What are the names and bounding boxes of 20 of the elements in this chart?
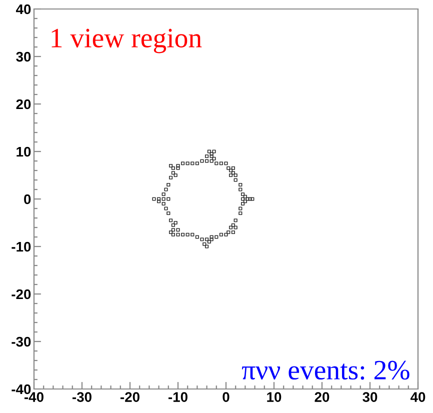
- y-tick-label: -20: [12, 289, 31, 300]
- y-tick-label: -10: [12, 242, 31, 252]
- y-tick-label: 40: [16, 4, 31, 14]
- annotation: 1 view region: [52, 28, 202, 54]
- x-tick-label: 10: [267, 392, 282, 402]
- x-tick-label: -30: [72, 392, 92, 402]
- y-tick-label: -30: [12, 336, 31, 347]
- y-tick-label: 30: [16, 52, 31, 62]
- x-tick-label: 0: [222, 392, 230, 402]
- x-tick-label: -10: [168, 392, 188, 402]
- y-tick-label: 20: [16, 99, 31, 110]
- annotation: πνν events: 2%: [242, 360, 410, 380]
- x-tick-label: -20: [120, 392, 140, 402]
- x-tick-label: 40: [410, 392, 426, 402]
- x-tick-label: 30: [362, 392, 378, 402]
- x-tick-label: 20: [314, 392, 330, 402]
- x-tick-label: -40: [24, 392, 44, 402]
- y-tick-label: 0: [24, 194, 31, 204]
- y-tick-label: -40: [12, 384, 31, 394]
- y-tick-label: 10: [16, 146, 31, 157]
